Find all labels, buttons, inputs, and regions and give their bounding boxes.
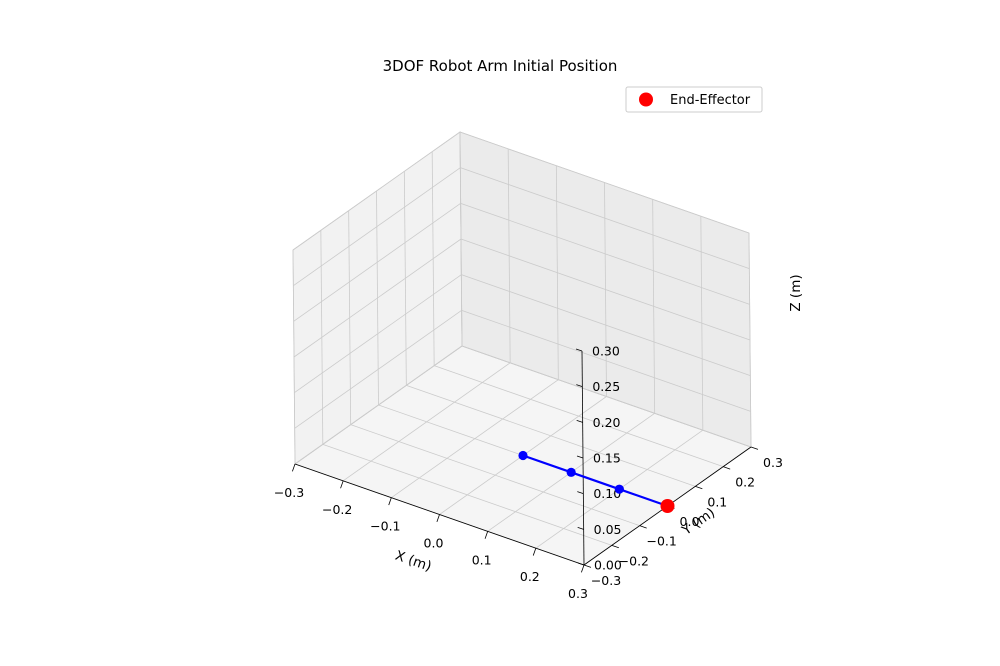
data-marks	[518, 450, 675, 513]
x-axis-label: X (m)	[393, 548, 433, 575]
legend-frame	[625, 86, 763, 113]
arm-joint-point	[614, 484, 624, 494]
legend: End-Effector	[625, 86, 763, 113]
y-tick-label: 0.0	[680, 514, 700, 529]
x-tick	[388, 497, 392, 506]
z-grid-side	[293, 167, 461, 286]
z-grid-back	[460, 167, 750, 270]
y-grid-floor	[461, 345, 752, 448]
x-tick	[581, 564, 585, 573]
z-tick	[575, 348, 583, 352]
y-tick	[695, 485, 703, 490]
z-tick	[576, 419, 583, 423]
z-tick-label: 0.20	[593, 415, 621, 430]
y-tick-label: 0.1	[707, 494, 727, 509]
y-grid-side	[459, 131, 463, 347]
z-grid-side	[292, 131, 461, 251]
z-tick	[576, 384, 583, 388]
y-tick	[639, 525, 647, 529]
y-tick	[583, 564, 592, 568]
y-tick-label: −0.3	[591, 573, 621, 588]
arm-joint-point	[518, 450, 528, 461]
x-grid-back	[748, 232, 752, 448]
end-effector-point	[660, 499, 675, 513]
x-tick	[340, 480, 344, 489]
x-tick-label: 0.0	[424, 536, 444, 551]
z-tick	[577, 526, 584, 530]
x-tick	[484, 531, 489, 539]
z-tick-label: 0.05	[594, 522, 622, 537]
z-tick	[577, 562, 585, 566]
z-tick-label: 0.00	[594, 558, 622, 573]
y-tick	[611, 544, 619, 549]
x-tick	[292, 463, 296, 472]
x-tick	[532, 548, 537, 556]
x-tick	[436, 514, 440, 523]
y-tick-label: −0.1	[646, 534, 676, 549]
legend-end-effector-marker	[639, 92, 653, 107]
x-tick-label: −0.1	[370, 519, 400, 534]
z-tick	[576, 455, 584, 459]
x-tick-label: 0.2	[520, 569, 540, 584]
y-grid-floor	[434, 365, 724, 468]
z-axis-label: Z (m)	[788, 274, 804, 311]
y-tick-label: 0.3	[763, 455, 783, 470]
y-tick-label: −0.2	[619, 553, 649, 568]
z-grid-back	[459, 131, 750, 234]
arm-joint-point	[566, 467, 576, 477]
y-tick	[750, 446, 759, 450]
z-tick-label: 0.30	[592, 344, 620, 359]
y-tick	[723, 466, 731, 470]
z-tick-label: 0.15	[593, 451, 621, 466]
y-axis-label: Y (m)	[678, 505, 718, 539]
legend-end-effector-label: End-Effector	[670, 93, 751, 108]
z-tick	[577, 491, 584, 495]
chart-title: 3DOF Robot Arm Initial Position	[382, 57, 618, 75]
tick-labels: −0.3−0.2−0.10.00.10.20.3−0.3−0.2−0.10.00…	[274, 344, 783, 602]
z-tick-label: 0.25	[592, 379, 620, 394]
arm-link-line	[522, 454, 668, 508]
x-tick-label: −0.3	[274, 485, 304, 500]
x-tick-label: −0.2	[322, 502, 352, 517]
axis-panes	[292, 131, 752, 566]
y-tick-label: 0.2	[735, 475, 755, 490]
x-tick-label: 0.3	[568, 586, 588, 601]
x-tick-label: 0.1	[472, 552, 492, 567]
z-tick-label: 0.10	[593, 486, 621, 501]
